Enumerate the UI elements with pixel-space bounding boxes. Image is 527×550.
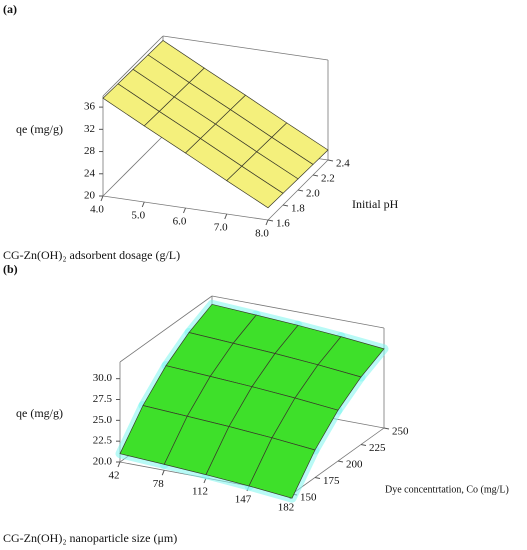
x-tick <box>141 201 145 208</box>
y-tick <box>312 174 319 177</box>
x-tick-label: 42 <box>109 470 120 482</box>
y-tick-label: 1.6 <box>276 218 290 230</box>
y-tick <box>297 189 304 192</box>
x-tick-label: 4.0 <box>90 204 104 216</box>
z-tick-label: 32 <box>84 123 95 135</box>
z-tick-label: 24 <box>84 167 96 179</box>
z-tick-label: 28 <box>84 145 96 157</box>
z-axis-label: qe (mg/g) <box>16 122 63 136</box>
y-axis-label: Dye concentrtation, Co (mg/L) <box>385 484 509 495</box>
x-axis-label: CG-Zn(OH)₂ adsorbent dosage (g/L) <box>3 248 180 262</box>
z-tick-label: 20.0 <box>93 456 113 468</box>
x-tick-label: 8.0 <box>255 228 269 240</box>
z-tick-label: 22.5 <box>93 435 113 447</box>
y-tick <box>327 159 334 162</box>
box-edge <box>119 295 213 363</box>
y-tick-label: 175 <box>323 475 340 487</box>
y-tick <box>337 460 344 463</box>
surface-patch <box>248 437 316 499</box>
x-tick-label: 147 <box>235 494 252 506</box>
x-tick <box>224 213 228 220</box>
z-tick-label: 30.0 <box>93 372 113 384</box>
panel-label: (b) <box>3 262 18 276</box>
box-edge <box>102 135 164 197</box>
y-tick <box>383 427 390 430</box>
z-axis-label: qe (mg/g) <box>16 406 63 420</box>
surface-patch <box>226 165 284 209</box>
y-tick-label: 150 <box>300 492 317 504</box>
y-tick <box>360 444 367 446</box>
x-tick-label: 78 <box>153 478 165 490</box>
x-tick <box>265 219 269 226</box>
z-tick-label: 25.0 <box>93 414 113 426</box>
x-tick-label: 182 <box>278 502 295 514</box>
x-tick-label: 6.0 <box>173 216 187 228</box>
y-tick-label: 2.0 <box>306 188 320 200</box>
x-tick <box>117 461 121 468</box>
y-tick-label: 2.2 <box>321 173 335 185</box>
box-edge <box>162 35 329 61</box>
x-axis-label: CG-Zn(OH)₂ nanoparticle size (μm) <box>3 531 177 545</box>
y-axis-label: Initial pH <box>352 197 399 211</box>
y-tick-label: 2.4 <box>336 158 350 170</box>
z-tick-label: 27.5 <box>93 393 113 405</box>
panel-label: (a) <box>3 2 17 16</box>
y-tick-label: 250 <box>392 426 409 438</box>
y-tick-label: 1.8 <box>291 203 305 215</box>
x-tick <box>100 195 104 202</box>
y-tick <box>267 219 274 222</box>
x-tick-label: 112 <box>192 486 208 498</box>
x-tick <box>183 207 186 214</box>
box-edge <box>211 295 385 329</box>
x-tick-label: 7.0 <box>214 222 228 234</box>
z-tick-label: 36 <box>84 101 96 113</box>
box-edge <box>102 35 164 97</box>
x-tick <box>161 470 165 476</box>
y-tick-label: 225 <box>369 442 386 454</box>
y-tick-label: 200 <box>346 459 363 471</box>
z-tick-label: 20 <box>84 190 96 202</box>
y-tick <box>314 477 321 479</box>
x-tick-label: 5.0 <box>131 210 145 222</box>
y-tick <box>282 204 289 207</box>
